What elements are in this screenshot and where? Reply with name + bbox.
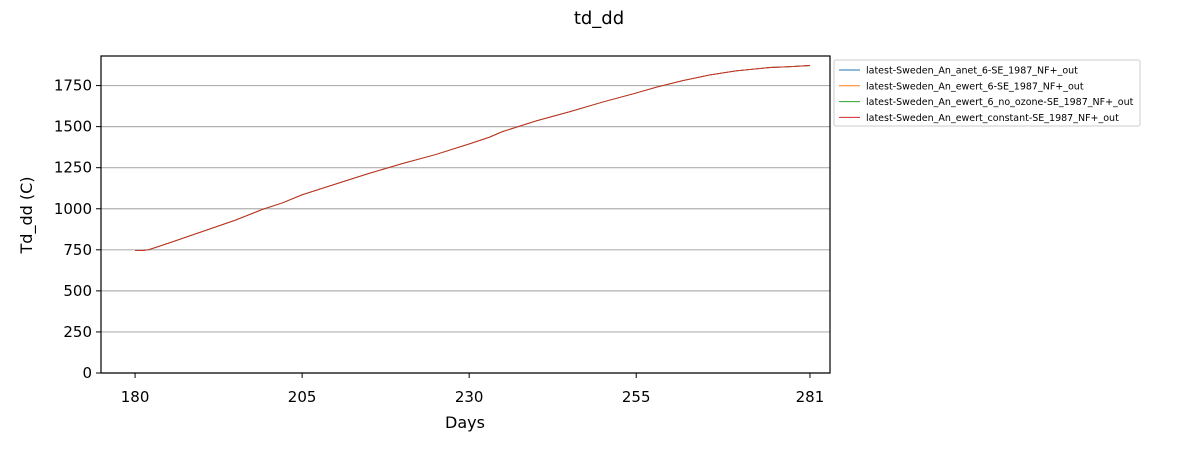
y-tick-label: 750 [63, 241, 92, 259]
series-lines [135, 65, 811, 252]
y-tick-label: 1250 [54, 159, 92, 177]
y-tick-label: 500 [63, 282, 92, 300]
legend-frame [833, 59, 1141, 127]
x-tick-label: 180 [121, 388, 150, 406]
plot-area-frame [100, 55, 831, 374]
legend-label: latest-Sweden_An_ewert_6-SE_1987_NF+_out [866, 81, 1084, 92]
series-line-4 [135, 65, 811, 252]
legend-label: latest-Sweden_An_ewert_6_no_ozone-SE_198… [866, 97, 1134, 108]
legend-label: latest-Sweden_An_anet_6-SE_1987_NF+_out [866, 66, 1078, 77]
x-tick-label: 255 [622, 388, 651, 406]
y-tick-label: 0 [82, 364, 92, 382]
x-tick-label: 205 [288, 388, 317, 406]
x-tick-label: 230 [455, 388, 484, 406]
x-tick-label: 281 [796, 388, 825, 406]
y-tick-label: 250 [63, 323, 92, 341]
legend: latest-Sweden_An_anet_6-SE_1987_NF+_outl… [833, 59, 1141, 127]
y-axis-ticks: 0 250 500 750 1000 1250 1500 1750 [54, 77, 101, 382]
legend-label: latest-Sweden_An_ewert_constant-SE_1987_… [866, 113, 1119, 124]
y-tick-label: 1000 [54, 200, 92, 218]
x-axis-ticks: 180 205 230 255 281 [121, 373, 825, 406]
x-axis-label: Days [445, 413, 485, 432]
y-tick-label: 1750 [54, 77, 92, 95]
y-tick-label: 1500 [54, 118, 92, 136]
chart-title: td_dd [574, 8, 624, 29]
y-axis-label: Td_dd (C) [17, 177, 37, 255]
